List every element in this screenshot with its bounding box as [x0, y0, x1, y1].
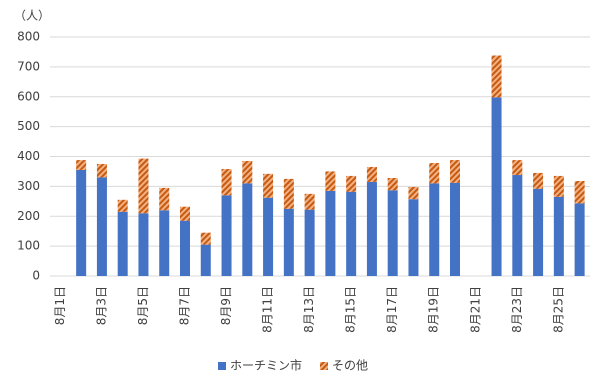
bar-segment — [96, 177, 107, 276]
x-tick-label: 8月21日 — [468, 286, 482, 333]
bar-segment — [366, 181, 377, 276]
bar-segment — [387, 178, 398, 191]
bar-segment — [96, 163, 107, 178]
bar-segment — [159, 210, 170, 276]
bar-segment — [553, 175, 564, 197]
bar-segment — [221, 195, 232, 276]
bar-segment — [180, 220, 190, 276]
bar-segment — [574, 180, 585, 204]
bar-segment — [491, 97, 502, 276]
bar-segment — [450, 160, 460, 183]
x-tick-label: 8月5日 — [136, 286, 150, 325]
x-tick-label: 8月3日 — [94, 286, 108, 325]
legend-swatch — [218, 362, 226, 370]
bar-segment — [450, 182, 460, 276]
bar-segment — [429, 163, 440, 184]
bar-segment — [533, 188, 544, 276]
bar-segment — [325, 171, 336, 191]
x-tick-label: 8月17日 — [385, 286, 399, 333]
y-tick-label: 100 — [17, 239, 40, 253]
y-tick-label: 600 — [17, 89, 40, 103]
y-axis-label: （人） — [14, 9, 50, 23]
bar-segment — [574, 203, 585, 276]
bar-segment — [138, 158, 149, 214]
bar-segment — [346, 175, 357, 192]
x-tick-label: 8月23日 — [510, 286, 524, 333]
x-tick-label: 8月11日 — [261, 286, 275, 333]
bar-segment — [325, 190, 336, 276]
bar-segment — [408, 199, 419, 276]
x-tick-label: 8月1日 — [53, 286, 67, 325]
bar-segment — [283, 208, 294, 276]
y-tick-label: 700 — [17, 59, 40, 73]
bar-segment — [491, 55, 502, 98]
x-tick-label: 8月25日 — [551, 286, 565, 333]
y-tick-label: 400 — [17, 149, 40, 163]
bar-segment — [387, 190, 398, 276]
bar-segment — [200, 232, 211, 245]
bar-segment — [304, 209, 315, 276]
bar-segment — [346, 191, 357, 276]
y-tick-label: 500 — [17, 119, 40, 133]
bar-segment — [304, 193, 315, 210]
legend-swatch — [320, 362, 329, 370]
bar-segment — [283, 178, 294, 209]
bar-segment — [180, 206, 190, 221]
bar-segment — [263, 197, 274, 276]
y-tick-label: 200 — [17, 209, 40, 223]
bar-segment — [408, 186, 419, 200]
legend-label: ホーチミン市 — [230, 358, 302, 373]
bar-segment — [512, 175, 523, 276]
bar-segment — [138, 213, 149, 276]
x-tick-label: 8月7日 — [178, 286, 192, 325]
x-tick-label: 8月19日 — [427, 286, 441, 333]
bar-segment — [200, 244, 211, 276]
bar-segment — [221, 169, 232, 196]
bar-segment — [533, 172, 544, 189]
bar-segment — [242, 160, 253, 184]
bar-segment — [117, 199, 128, 212]
x-tick-label: 8月15日 — [344, 286, 358, 333]
bar-segment — [263, 173, 274, 198]
y-tick-label: 300 — [17, 179, 40, 193]
bar-segment — [553, 196, 564, 276]
x-tick-label: 8月9日 — [219, 286, 233, 325]
bar-segment — [366, 166, 377, 182]
bar-segment — [117, 211, 128, 276]
bar-segment — [512, 160, 523, 176]
legend-label: その他 — [332, 359, 368, 373]
bar-segment — [242, 183, 253, 276]
bar-segment — [429, 183, 440, 276]
bar-segment — [76, 160, 87, 170]
y-tick-label: 0 — [32, 269, 40, 283]
bar-segment — [76, 169, 87, 276]
bar-segment — [159, 187, 170, 211]
y-tick-label: 800 — [17, 30, 40, 44]
x-tick-label: 8月13日 — [302, 286, 316, 333]
